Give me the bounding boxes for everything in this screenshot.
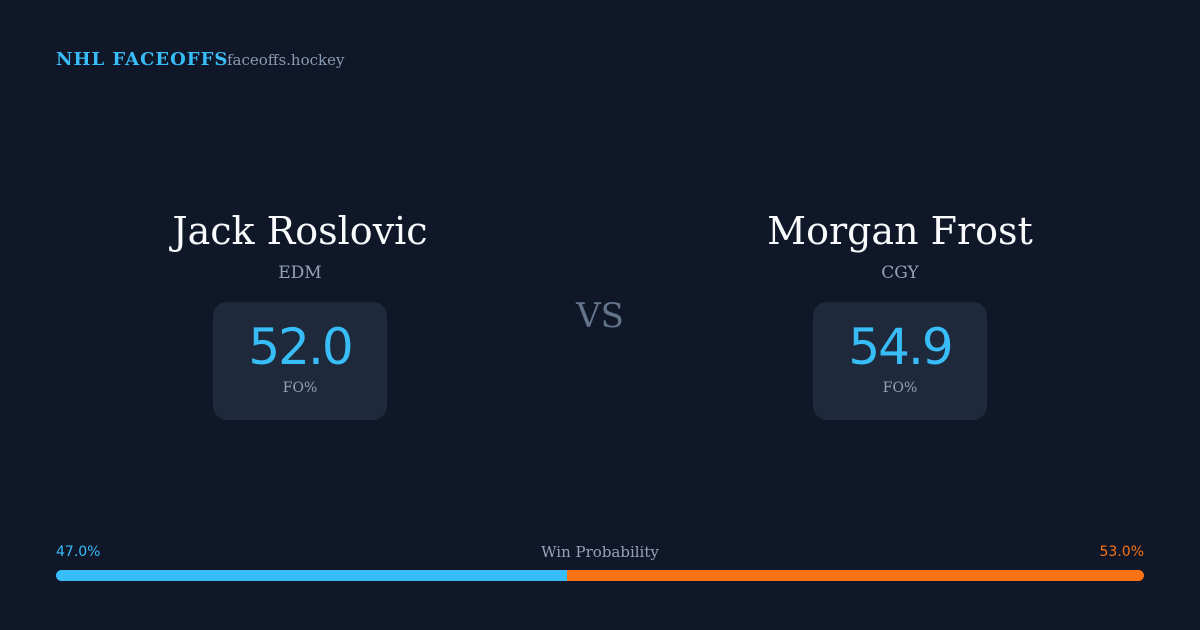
probability-segment (56, 570, 568, 581)
player-name: Morgan Frost (767, 209, 1033, 253)
stat-value: 54.9 (848, 318, 953, 376)
player-card: Jack Roslovic EDM 52.0 FO% (50, 205, 550, 420)
team: EDM (278, 263, 322, 283)
stat-label: FO% (282, 380, 318, 396)
stat-label: FO% (882, 380, 918, 396)
stat-value: 52.0 (248, 318, 353, 376)
probability-bar (56, 570, 1144, 581)
probability-label: 53.0% (1099, 544, 1144, 560)
versus: VS (576, 296, 624, 336)
team: CGY (881, 263, 919, 283)
player-name: Jack Roslovic (172, 209, 428, 253)
stat-box: 54.9 FO% (813, 302, 987, 420)
probability-label: 47.0% (56, 544, 101, 560)
probability-segment (567, 570, 1144, 581)
player-card: Morgan Frost CGY 54.9 FO% (650, 205, 1150, 420)
stat-box: 52.0 FO% (213, 302, 387, 420)
brand-title: NHL FACEOFFS (56, 49, 229, 70)
probability-title: Win Probability (541, 543, 659, 561)
site-name: faceoffs.hockey (227, 51, 345, 69)
